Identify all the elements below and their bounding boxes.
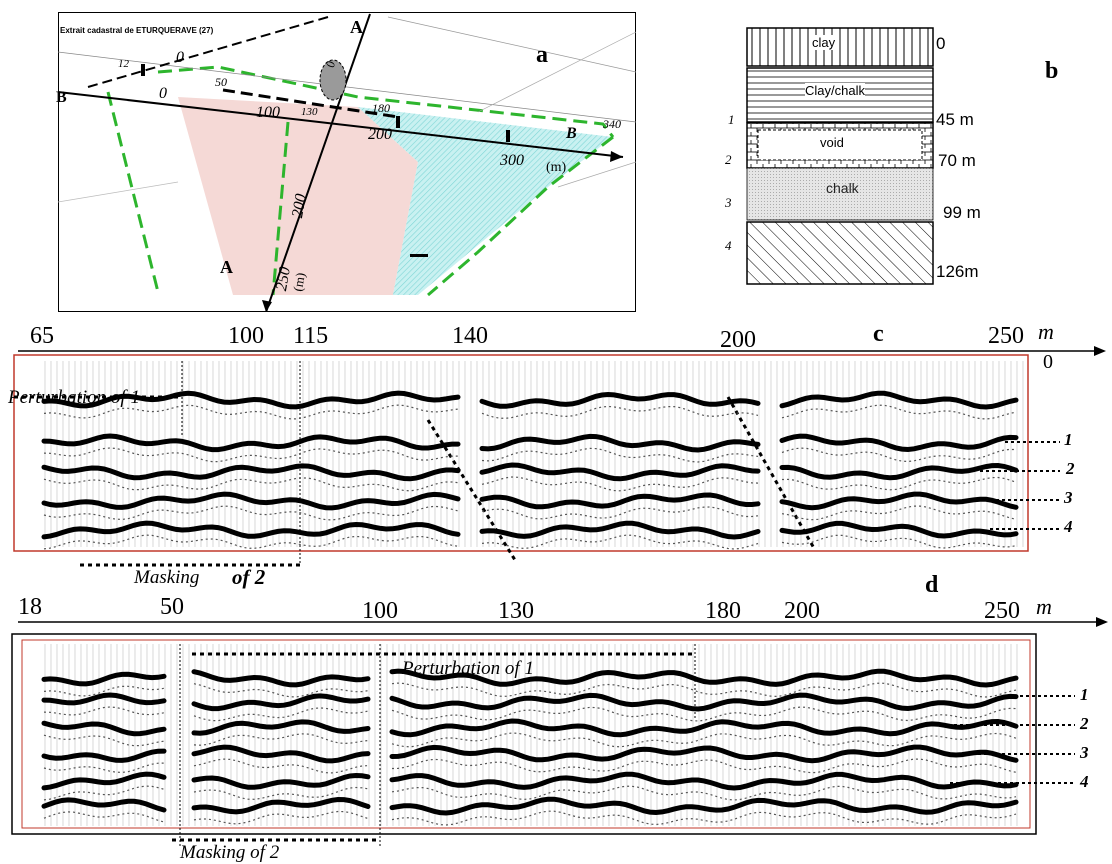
d-tick-250: 250: [984, 598, 1020, 624]
panel-letter-d: d: [925, 572, 939, 598]
depth-4: 126m: [936, 262, 979, 281]
d-tick-100: 100: [362, 598, 398, 624]
seismic-section-d: [11, 617, 1108, 848]
b-tick-130: 130: [301, 106, 318, 118]
layer-num-1: 1: [728, 112, 735, 127]
panel-d: 18 50 100 130 180 200 250 m d Perturbati…: [0, 572, 1112, 863]
profile-b-label-left: B: [56, 89, 67, 106]
layer-name-3: chalk: [826, 180, 859, 196]
c-tick-100: 100: [228, 323, 264, 349]
d-reflector-3: 3: [1080, 743, 1089, 762]
b-unit: (m): [546, 160, 567, 175]
reflector-band: [41, 796, 1019, 816]
d-reflector-1: 1: [1080, 685, 1089, 704]
c-tick-115: 115: [293, 323, 329, 349]
reflector-band: [41, 491, 1019, 511]
d-tick-180: 180: [705, 598, 741, 624]
layer-num-3: 3: [725, 195, 732, 210]
panel-c: 65 100 115 140 200 250 m 0 c Perturbatio…: [0, 319, 1112, 589]
b-tick-0: 0: [176, 49, 184, 66]
c-tick-200: 200: [720, 327, 756, 353]
b-tick-340: 340: [603, 117, 621, 131]
depth-1: 45 m: [936, 110, 974, 129]
b-tick-12: 12: [118, 58, 129, 70]
d-reflector-2: 2: [1080, 714, 1089, 733]
reflector-band-shadow: [43, 476, 1017, 492]
profile-a-label-top: A: [350, 17, 363, 37]
panel-letter-b: b: [1045, 58, 1059, 84]
reflector-band-shadow: [43, 534, 1017, 550]
profile-a-label-bottom: A: [220, 257, 233, 277]
layer-name-0: clay: [812, 35, 836, 50]
reflector-band: [41, 462, 1019, 482]
reflector-band-shadow: [43, 682, 1017, 698]
a-unit: (m): [289, 271, 308, 293]
reflector-band: [41, 390, 1019, 410]
reflector-band: [41, 433, 1019, 453]
strata-column: [746, 27, 934, 285]
reflector-band-shadow: [43, 758, 1017, 774]
b-tick-180: 180: [372, 101, 390, 115]
d-perturbation-label: Perturbation of 1: [402, 658, 534, 679]
c-masking-label-a: Masking: [134, 567, 200, 588]
b-tick-0b: 0: [159, 85, 167, 102]
depth-0: 0: [936, 34, 946, 53]
b-tick-50: 50: [215, 75, 227, 89]
d-masking-label: Masking of 2: [180, 842, 280, 863]
c-masking-label-b: of 2: [232, 565, 266, 589]
seismic-section-c: [13, 346, 1106, 567]
c-reflector-2: 2: [1066, 459, 1075, 478]
c-reflector-4: 4: [1064, 517, 1073, 536]
reflector-band-shadow: [43, 706, 1017, 722]
cadastral-map: [58, 12, 636, 312]
c-unit: m: [1038, 319, 1054, 344]
b-tick-200: 200: [368, 126, 392, 143]
profile-b-label-right: B: [566, 125, 577, 142]
reflector-band-shadow: [43, 785, 1017, 801]
depth-3: 99 m: [943, 203, 981, 222]
panel-b: clay Clay/chalk void chalk 0 45 m 70 m 9…: [700, 20, 1100, 290]
depth-2: 70 m: [938, 151, 976, 170]
reflector-band: [41, 771, 1019, 791]
panel-letter-a: a: [536, 42, 548, 68]
d-reflector-4: 4: [1080, 772, 1089, 791]
reflector-band-shadow: [43, 505, 1017, 521]
c-perturbation-label: Perturbation of 1: [8, 387, 140, 408]
d-tick-50: 50: [160, 594, 184, 620]
layer-name-2: void: [820, 135, 844, 150]
reflector-band-shadow: [43, 404, 1017, 420]
layer-num-4: 4: [725, 238, 732, 253]
b-tick-100: 100: [256, 104, 280, 121]
reflector-band: [41, 744, 1019, 764]
reflector-band-shadow: [43, 447, 1017, 463]
reflector-band-shadow: [43, 732, 1017, 748]
panel-letter-c: c: [873, 321, 884, 347]
c-zero: 0: [1043, 351, 1053, 373]
map-header: Extrait cadastral de ETURQUERAVE (27): [60, 26, 214, 35]
reflector-band: [41, 668, 1019, 688]
layer-name-1: Clay/chalk: [805, 83, 865, 98]
d-tick-200: 200: [784, 598, 820, 624]
c-tick-140: 140: [452, 323, 488, 349]
reflector-band-shadow: [43, 810, 1017, 826]
c-reflector-3: 3: [1064, 488, 1073, 507]
c-tick-250: 250: [988, 323, 1024, 349]
reflector-band: [41, 692, 1019, 712]
c-tick-65: 65: [30, 323, 54, 349]
d-tick-18: 18: [18, 594, 42, 620]
panel-a: Extrait cadastral de ETURQUERAVE (27) a …: [56, 12, 636, 312]
c-reflector-1: 1: [1064, 430, 1073, 449]
b-tick-300: 300: [500, 152, 524, 169]
reflector-band: [41, 520, 1019, 540]
layer-num-2: 2: [725, 152, 732, 167]
reflector-band: [41, 718, 1019, 738]
d-unit: m: [1036, 594, 1052, 619]
d-tick-130: 130: [498, 598, 534, 624]
